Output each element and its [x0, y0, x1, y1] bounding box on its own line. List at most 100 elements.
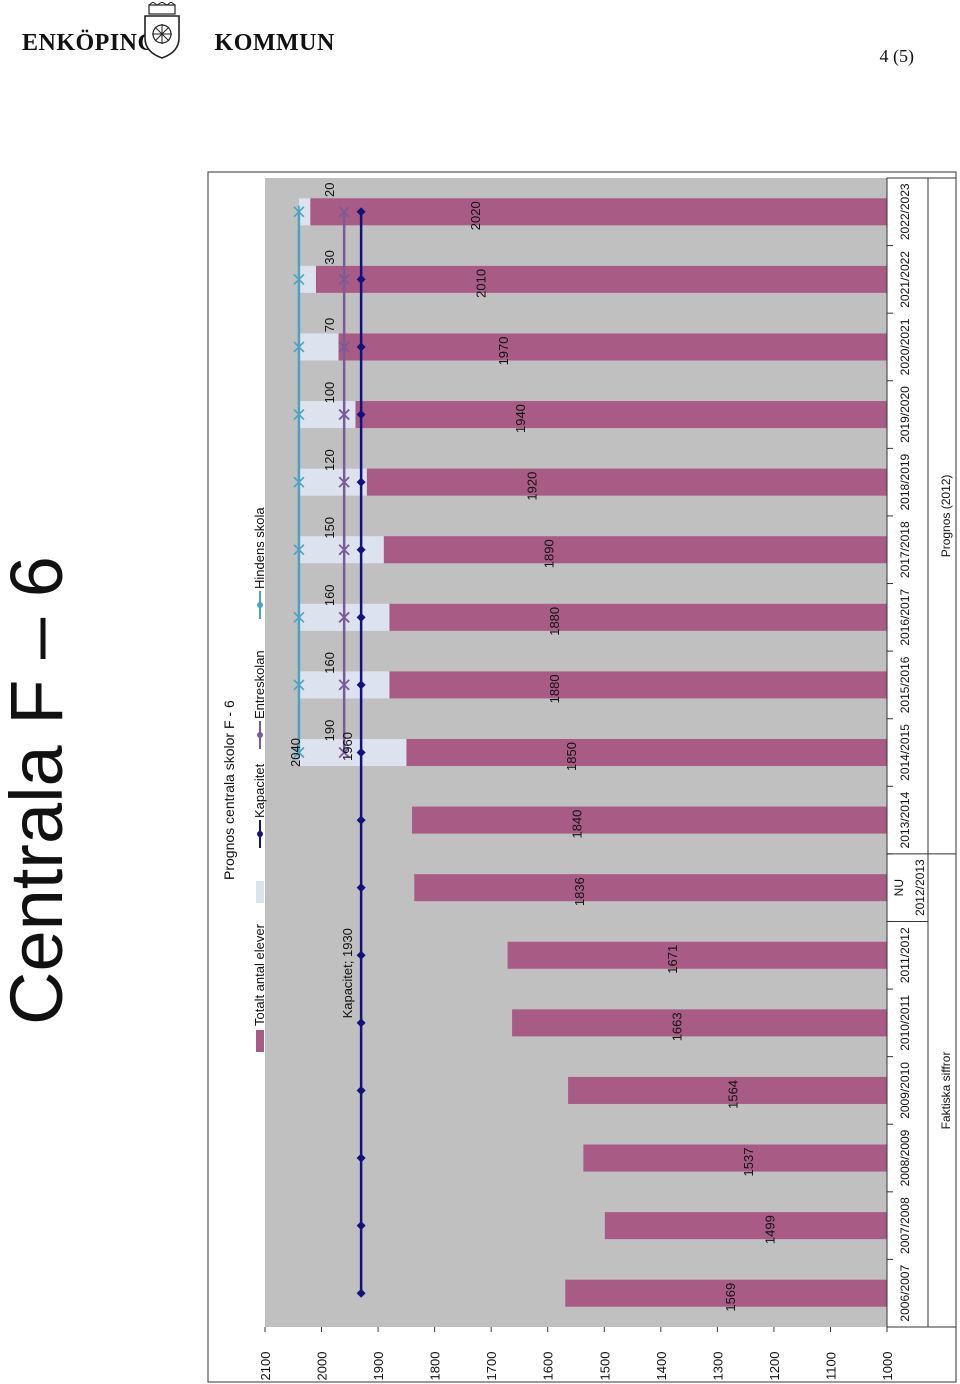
category-label: 2014/2015 — [898, 724, 912, 781]
bar-value-label: 1880 — [547, 674, 562, 703]
bar-value-label: 1499 — [762, 1215, 777, 1244]
bar-totalt-antal-elever — [310, 198, 888, 226]
point-hindens-skola — [293, 408, 305, 421]
point-kapacitet — [356, 1018, 366, 1028]
y-tick-label: 1300 — [710, 1352, 725, 1381]
bar-totalt-antal-elever — [389, 671, 887, 699]
point-kapacitet — [356, 207, 366, 217]
bar-totalt-antal-elever — [583, 1144, 887, 1172]
stack-value-label: 20 — [322, 183, 337, 197]
logo-text-right: KOMMUN — [214, 30, 335, 56]
bar-value-label: 1564 — [726, 1080, 741, 1109]
bar-value-label: 1663 — [670, 1012, 685, 1041]
bar-value-label: 1836 — [572, 877, 587, 906]
point-hindens-skola — [293, 340, 305, 353]
bar-stacked-capacity-gap — [298, 468, 367, 496]
bar-totalt-antal-elever — [338, 333, 887, 361]
legend: Totalt antal elever Kapacitet Entreskolan H… — [252, 507, 267, 1052]
legend-swatch — [256, 1030, 264, 1052]
point-entreskolan — [338, 746, 350, 759]
bar-value-label: 1940 — [513, 404, 528, 433]
legend-label: Hindens skola — [252, 507, 267, 589]
point-hindens-skola — [293, 611, 305, 624]
category-label: 2008/2009 — [898, 1129, 912, 1186]
category-label: 2009/2010 — [898, 1062, 912, 1119]
category-label: 2022/2023 — [898, 183, 912, 240]
y-tick-label: 1400 — [654, 1352, 669, 1381]
bar-totalt-antal-elever — [604, 1212, 887, 1240]
y-tick-label: 2000 — [315, 1352, 330, 1381]
bar-stacked-capacity-gap — [298, 738, 407, 767]
point-hindens-skola — [293, 678, 305, 691]
category-label: 2007/2008 — [898, 1197, 912, 1254]
y-tick-label: 1900 — [371, 1352, 386, 1381]
category-label: 2018/2019 — [898, 453, 912, 510]
category-label: 2015/2016 — [898, 656, 912, 713]
bar-totalt-antal-elever — [568, 1076, 887, 1104]
y-tick-label: 1100 — [823, 1352, 838, 1380]
point-entreskolan — [338, 611, 350, 623]
bar-totalt-antal-elever — [315, 265, 888, 293]
stack-value-label: 150 — [322, 517, 337, 539]
y-tick-label: 1500 — [597, 1352, 612, 1381]
bar-stacked-capacity-gap — [298, 333, 339, 361]
category-label: 2016/2017 — [898, 589, 912, 646]
page-number: 4 (5) — [879, 46, 915, 66]
bar-value-label: 1970 — [496, 337, 511, 366]
category-label: 2021/2022 — [898, 251, 912, 308]
point-entreskolan — [338, 408, 350, 421]
bar-totalt-antal-elever — [507, 941, 887, 969]
y-axis: 1000 1100 1200 1300 1400 1500 1600 1700 1800 1900… — [258, 1327, 895, 1380]
bar-series — [298, 198, 888, 1307]
point-entreskolan — [338, 206, 350, 218]
point-kapacitet — [356, 815, 366, 825]
slide-title: Centrala F – 6 — [0, 556, 78, 1025]
y-tick-label: 1200 — [767, 1352, 782, 1381]
bar-value-label: 1880 — [547, 607, 562, 636]
bar-value-label: 1569 — [723, 1283, 738, 1312]
stack-value-label: 160 — [322, 584, 337, 606]
stack-value-label: 100 — [322, 382, 337, 404]
point-kapacitet — [356, 950, 366, 960]
bar-totalt-antal-elever — [383, 536, 887, 564]
group-label: Faktiska siffror — [939, 1052, 953, 1130]
category-label: 2006/2007 — [898, 1265, 912, 1322]
page-header: ENKÖPINGS KOMMUN 4 (5) — [0, 0, 960, 110]
point-hindens-skola — [293, 273, 305, 286]
point-kapacitet — [356, 410, 366, 420]
legend-marker — [257, 602, 263, 608]
bar-value-label: 1890 — [541, 539, 556, 568]
bar-value-label: 1671 — [665, 945, 680, 974]
point-kapacitet — [356, 342, 366, 352]
data-labels: 1569 1499 1537 1564 1663 1671 1836 1840 1850 1880… — [288, 183, 777, 1312]
stack-value-label: 120 — [322, 449, 337, 471]
category-label: 2011/2012 — [898, 927, 912, 983]
line-series — [293, 205, 366, 1298]
category-label: 2010/2011 — [898, 995, 912, 1051]
legend-label: Kapacitet — [252, 763, 267, 818]
point-hindens-skola — [293, 543, 305, 556]
bar-totalt-antal-elever — [406, 738, 887, 767]
group-label: Prognos (2012) — [939, 475, 953, 558]
y-tick-label: 1700 — [484, 1352, 499, 1381]
annotation-label: 1960 — [340, 732, 355, 761]
point-entreskolan — [338, 476, 350, 488]
legend-label: Totalt antal elever — [252, 923, 267, 1026]
bar-value-label: 1840 — [570, 810, 585, 839]
y-tick-label: 2100 — [258, 1352, 273, 1381]
point-hindens-skola — [293, 476, 305, 489]
category-label: 2017/2018 — [898, 521, 912, 578]
stack-value-label: 70 — [322, 318, 337, 332]
bar-stacked-capacity-gap — [298, 198, 311, 226]
bar-totalt-antal-elever — [355, 401, 887, 429]
bar-stacked-capacity-gap — [298, 401, 356, 429]
stack-value-label: 30 — [322, 250, 337, 264]
category-label: NU — [892, 879, 906, 896]
category-label: 2019/2020 — [898, 386, 912, 443]
legend-label: Entreskolan — [252, 650, 267, 719]
y-tick-label: 1800 — [428, 1352, 443, 1381]
point-kapacitet — [356, 274, 366, 284]
point-entreskolan — [338, 273, 350, 286]
point-hindens-skola — [293, 746, 305, 759]
